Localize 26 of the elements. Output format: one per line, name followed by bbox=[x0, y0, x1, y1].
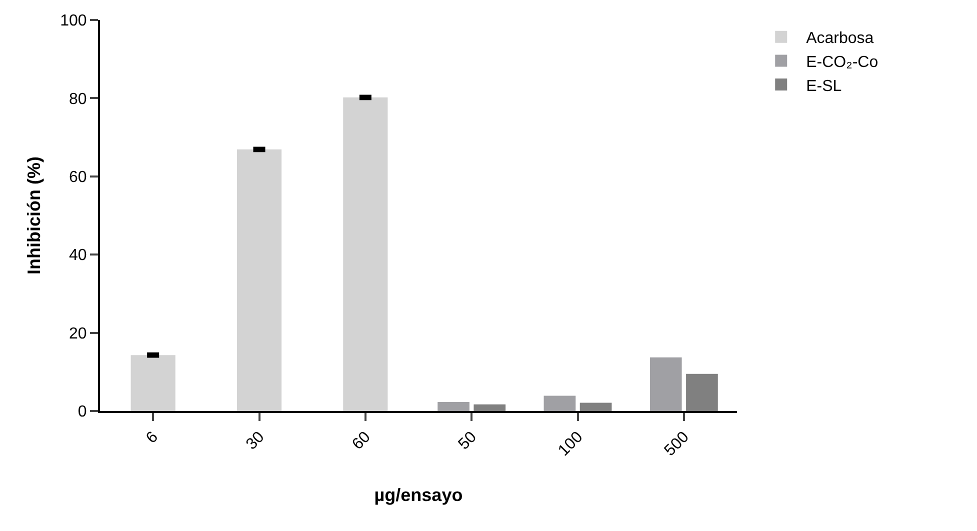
bar bbox=[650, 357, 682, 411]
bar bbox=[343, 97, 388, 411]
legend-label: E-CO₂-Co bbox=[806, 54, 878, 71]
y-tick-label: 40 bbox=[69, 247, 87, 264]
bar bbox=[236, 149, 282, 411]
y-axis-title: Inhibición (%) bbox=[24, 156, 44, 274]
bar bbox=[130, 355, 176, 411]
y-tick-label: 100 bbox=[60, 12, 87, 30]
x-tick-label: 6 bbox=[143, 428, 162, 447]
legend-label: E-SL bbox=[806, 78, 842, 95]
bar bbox=[474, 404, 506, 411]
bar bbox=[686, 374, 718, 411]
y-tick-label: 80 bbox=[69, 90, 87, 108]
x-tick-label: 50 bbox=[455, 428, 480, 454]
y-tick-label: 0 bbox=[78, 404, 87, 421]
legend-label: Acarbosa bbox=[806, 30, 874, 48]
y-tick-label: 20 bbox=[69, 325, 87, 342]
x-tick-label: 500 bbox=[662, 428, 692, 460]
x-tick-label: 60 bbox=[349, 428, 374, 454]
bar bbox=[438, 402, 470, 411]
x-axis-title: µg/ensayo bbox=[374, 485, 463, 506]
y-tick-label: 60 bbox=[69, 169, 87, 186]
bar bbox=[544, 396, 576, 411]
x-tick-label: 100 bbox=[555, 428, 586, 460]
x-tick-label: 30 bbox=[243, 428, 268, 454]
bar bbox=[580, 402, 612, 411]
